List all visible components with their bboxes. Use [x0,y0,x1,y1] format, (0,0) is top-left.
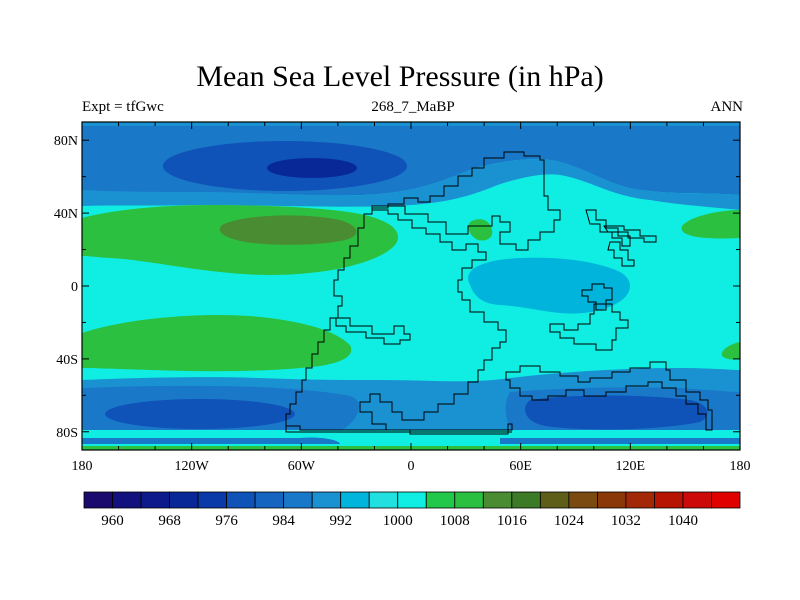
colorbar-swatch [711,491,741,509]
x-tick-label: 60E [509,459,532,474]
colorbar-label: 1032 [611,513,641,529]
x-tick-label: 180 [72,459,93,474]
chart-title: Mean Sea Level Pressure (in hPa) [196,60,604,93]
colorbar-swatch [311,491,342,509]
colorbar-label: 1016 [497,513,528,529]
season-label: ANN [710,99,744,115]
x-tick-label: 60W [288,459,316,474]
colorbar-swatch [83,491,113,509]
y-axis: 80N 40N 0 40S 80S [54,134,740,441]
x-tick-label: 120E [616,459,646,474]
colorbar-swatch [197,491,228,509]
colorbar-swatch [539,491,570,509]
colorbar-label: 992 [329,513,352,529]
colorbar-swatch [425,491,456,509]
colorbar-label: 1000 [383,513,413,529]
colorbar-swatch [654,491,684,509]
colorbar-label: 1024 [554,513,585,529]
colorbar-label: 1008 [440,513,470,529]
colorbar-swatch [283,491,313,509]
pangea-coastline [285,151,713,435]
north-pacific-low-inner [267,158,357,178]
south-polar-blue [82,437,740,444]
colorbar-swatch [340,491,370,509]
colorbar-swatch [368,491,399,509]
north-low-belt-ring [82,159,740,210]
colorbar-swatch [254,491,285,509]
x-tick-label: 180 [730,459,751,474]
colorbar-label: 976 [215,513,238,529]
y-tick-label: 40S [56,353,78,368]
colorbar-swatch [169,491,199,509]
contour-fill-layer [82,122,740,450]
south-subtropical-high [82,314,352,372]
tethys-high [468,219,493,241]
colorbar-swatch [112,491,142,509]
y-tick-label: 0 [71,280,78,295]
x-tick-label: 120W [175,459,210,474]
north-subtropical-high-core [219,215,357,245]
experiment-label: Expt = tfGwc [82,99,164,115]
colorbar-swatch [482,491,513,509]
colorbar-label: 984 [272,513,295,529]
y-tick-label: 80S [56,426,78,441]
colorbar-swatch [454,491,484,509]
south-pacific-low [105,399,295,429]
x-axis: 180 120W 60W 0 60E 120E 180 [72,122,751,474]
colorbar-label: 968 [158,513,181,529]
colorbar-label: 960 [101,513,124,529]
y-tick-label: 80N [54,134,78,149]
colorbar-swatch [596,491,627,509]
south-east-high [721,342,740,360]
colorbar-swatch [511,491,541,509]
y-tick-label: 40N [54,207,78,222]
colorbar-label: 1040 [668,513,698,529]
colorbar-swatch [397,491,427,509]
south-indian-low [525,395,708,430]
time-slice-label: 268_7_MaBP [371,99,455,115]
colorbar-swatch [140,491,170,509]
x-tick-label: 0 [408,459,415,474]
colorbar-swatch [682,491,712,509]
colorbar-swatch [226,491,256,509]
colorbar-swatch [568,491,598,509]
colorbar: 960 968 976 984 992 1000 1008 1016 1024 1032 1040 [83,491,741,529]
equatorial-low [468,257,630,314]
west-pacific-high [681,210,740,239]
colorbar-swatch [625,491,655,509]
